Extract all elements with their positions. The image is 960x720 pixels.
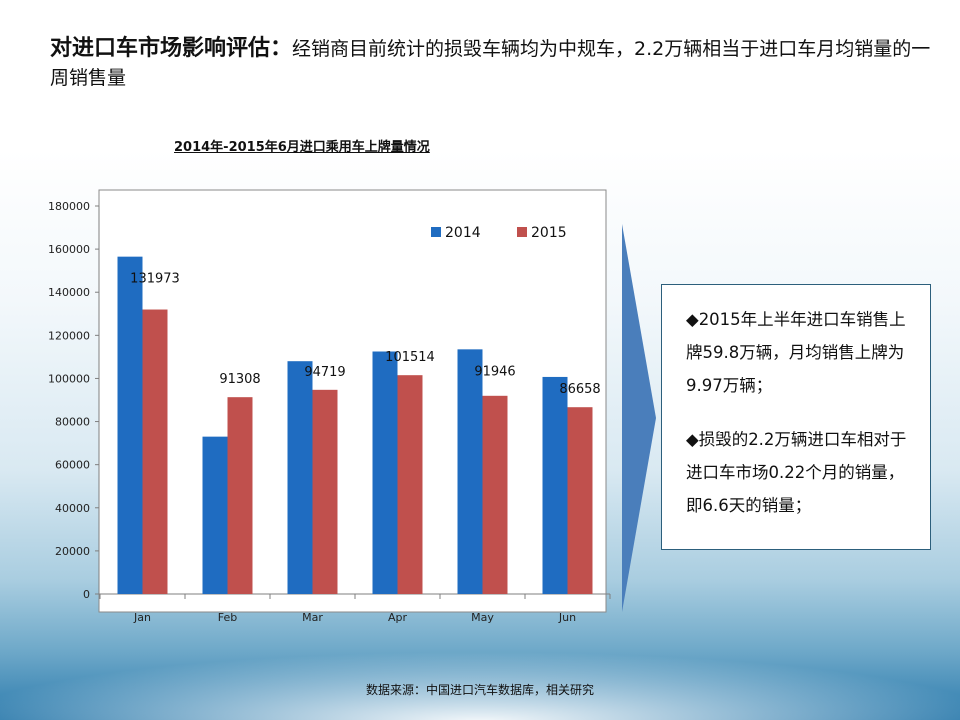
bar-2015-jun (567, 407, 593, 594)
y-tick-label: 160000 (48, 243, 90, 256)
y-tick-label: 180000 (48, 200, 90, 213)
bar-2014-jan (117, 256, 143, 594)
x-tick-label: May (471, 611, 494, 624)
y-tick-label: 140000 (48, 286, 90, 299)
y-tick-label: 60000 (55, 459, 90, 472)
bar-2014-jun (542, 376, 568, 594)
bar-2015-jan (142, 309, 168, 594)
heading-rest: 经销商目前统计的损毁车辆均为中规车，2.2万辆相当于进口车月均销量的一周销售量 (50, 38, 931, 89)
y-tick-label: 80000 (55, 416, 90, 429)
y-tick-label: 20000 (55, 545, 90, 558)
y-tick-label: 100000 (48, 372, 90, 385)
data-source: 数据来源：中国进口汽车数据库，相关研究 (365, 683, 594, 697)
chart-title: 2014年-2015年6月进口乘用车上牌量情况 (174, 140, 430, 155)
summary-point-2: ◆损毁的2.2万辆进口车相对于进口车市场0.22个月的销量，即6.6天的销量； (686, 430, 907, 515)
bar-2014-may (457, 349, 483, 594)
data-label: 86658 (559, 382, 600, 397)
x-tick-label: Mar (302, 611, 323, 624)
x-tick-label: Apr (388, 611, 408, 624)
data-label: 131973 (130, 272, 180, 287)
bars-group (117, 256, 593, 594)
bar-2014-mar (287, 361, 313, 594)
summary-point-1: ◆2015年上半年进口车销售上牌59.8万辆，月均销售上牌为9.97万辆； (686, 310, 906, 395)
bar-2014-apr (372, 351, 398, 594)
summary-textbox: ◆2015年上半年进口车销售上牌59.8万辆，月均销售上牌为9.97万辆； ◆损… (661, 284, 931, 550)
bar-2015-mar (312, 389, 338, 594)
x-tick-label: Feb (218, 611, 237, 624)
y-tick-label: 120000 (48, 329, 90, 342)
data-label: 94719 (304, 365, 345, 380)
x-tick-label: Jan (133, 611, 151, 624)
data-label: 91308 (219, 372, 260, 387)
axes: 0 20000 40000 60000 80000 100000 120000 140000 1… (48, 200, 611, 624)
bar-2015-feb (227, 397, 253, 594)
y-tick-label: 40000 (55, 502, 90, 515)
data-label: 91946 (474, 364, 515, 379)
bar-2015-may (482, 395, 508, 594)
x-tick-label: Jun (558, 611, 576, 624)
slide-heading: 对进口车市场影响评估：经销商目前统计的损毁车辆均为中规车，2.2万辆相当于进口车… (50, 34, 940, 93)
bar-2014-feb (202, 436, 228, 594)
legend-swatch-2014 (431, 227, 441, 237)
bar-2015-apr (397, 375, 423, 594)
y-tick-label: 0 (83, 588, 90, 601)
plot-area-border (98, 189, 607, 613)
heading-bold: 对进口车市场影响评估： (50, 36, 293, 61)
right-arrow-shape (622, 224, 656, 612)
legend-label-2015: 2015 (531, 225, 567, 241)
data-label: 101514 (385, 350, 435, 365)
legend-swatch-2015 (517, 227, 527, 237)
legend: 2014 2015 (431, 225, 567, 241)
legend-label-2014: 2014 (445, 225, 481, 241)
data-labels-group: 131973 91308 94719 101514 91946 86658 (130, 272, 601, 398)
